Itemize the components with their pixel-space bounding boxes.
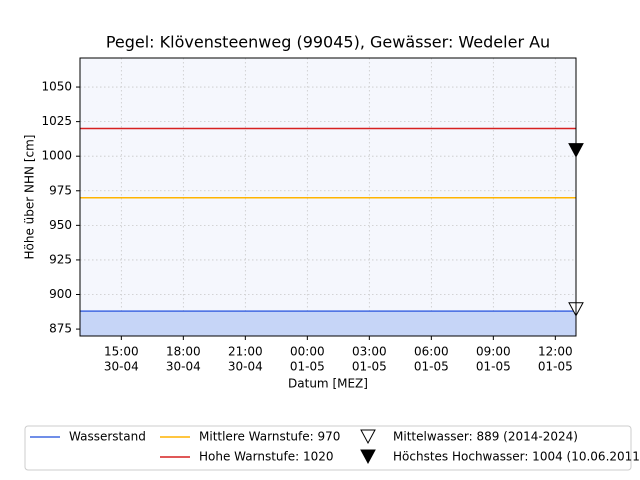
x-tick-label: 21:00	[228, 345, 263, 359]
legend-label: Mittlere Warnstufe: 970	[199, 430, 340, 444]
y-tick-label: 1025	[41, 114, 72, 128]
x-tick-label: 03:00	[352, 345, 387, 359]
x-tick-label: 09:00	[476, 345, 511, 359]
x-tick-label: 01-05	[290, 360, 325, 374]
chart-title: Pegel: Klövensteenweg (99045), Gewässer:…	[106, 33, 550, 52]
area	[80, 311, 576, 336]
legend-label: Mittelwasser: 889 (2014-2024)	[393, 430, 578, 444]
x-tick-label: 30-04	[104, 360, 139, 374]
x-tick-label: 06:00	[414, 345, 449, 359]
legend-swatch	[360, 449, 376, 465]
x-tick-label: 30-04	[166, 360, 201, 374]
x-tick-label: 15:00	[104, 345, 139, 359]
x-tick-label: 30-04	[228, 360, 263, 374]
x-tick-label: 01-05	[352, 360, 387, 374]
x-axis-label: Datum [MEZ]	[288, 377, 368, 391]
x-tick-label: 01-05	[414, 360, 449, 374]
y-tick-label: 900	[49, 287, 72, 301]
y-tick-label: 975	[49, 183, 72, 197]
y-axis-label: Höhe über NHN [cm]	[23, 135, 37, 260]
legend-label: Wasserstand	[69, 430, 146, 444]
x-tick-label: 00:00	[290, 345, 325, 359]
legend-label: Höchstes Hochwasser: 1004 (10.06.2011)	[393, 450, 640, 464]
plot-frame	[79, 57, 577, 337]
y-tick-label: 875	[49, 322, 72, 336]
x-tick-label: 12:00	[538, 345, 573, 359]
y-tick-label: 925	[49, 252, 72, 266]
y-tick-label: 1000	[41, 149, 72, 163]
x-tick-label: 18:00	[166, 345, 201, 359]
legend-swatch	[360, 429, 376, 445]
y-tick-label: 950	[49, 218, 72, 232]
x-tick-label: 01-05	[476, 360, 511, 374]
legend-label: Hohe Warnstufe: 1020	[199, 450, 334, 464]
x-tick-label: 01-05	[538, 360, 573, 374]
y-tick-label: 1050	[41, 80, 72, 94]
